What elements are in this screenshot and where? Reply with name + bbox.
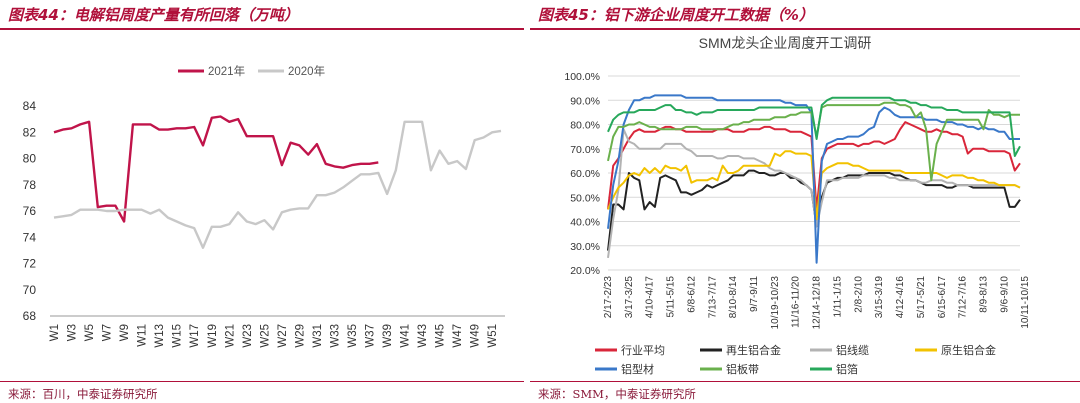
y-tick-label: 70: [23, 283, 37, 297]
x-tick-label: W5: [84, 324, 96, 341]
y-tick-label: 76: [23, 204, 37, 218]
y-tick-label: 82: [23, 125, 37, 139]
x-tick-label: W51: [487, 324, 499, 348]
x-tick-label: W15: [172, 324, 184, 348]
x-tick-label: W13: [154, 324, 166, 348]
x-tick-label: W33: [329, 324, 341, 348]
left-source-note: 来源：百川，中泰证券研究所: [8, 387, 158, 401]
right-source-note: 来源：SMM，中泰证券研究所: [538, 387, 696, 401]
x-tick-label: 3/17-3/25: [624, 276, 635, 319]
y-tick-label: 60.0%: [570, 168, 600, 180]
x-tick-label: 3/15-3/19: [874, 276, 885, 319]
x-tick-label: W31: [312, 324, 324, 348]
x-tick-label: W43: [417, 324, 429, 348]
y-tick-label: 20.0%: [570, 265, 600, 277]
x-tick-label: 9/7-9/11: [749, 276, 760, 312]
x-tick-label: 7/13-7/17: [707, 276, 718, 319]
x-tick-label: 12/14-12/18: [812, 276, 823, 330]
x-tick-label: 8/9-8/13: [978, 276, 989, 313]
legend-label: 铝型材: [621, 362, 654, 376]
right-title-rule: [530, 28, 1080, 30]
legend-label: 再生铝合金: [726, 343, 781, 357]
x-tick-label: W29: [294, 324, 306, 348]
x-tick-label: W35: [347, 324, 359, 348]
x-tick-label: W37: [365, 324, 377, 348]
series-line-secondary: [53, 120, 502, 249]
y-tick-label: 78: [23, 178, 37, 192]
y-tick-label: 80: [23, 152, 37, 166]
x-tick-label: W19: [207, 324, 219, 348]
x-tick-label: W39: [382, 324, 394, 348]
y-tick-label: 84: [23, 99, 37, 113]
legend-label: 铝箔: [836, 362, 858, 376]
x-tick-label: 8/10-8/14: [728, 276, 739, 319]
legend-label: 2020年: [288, 64, 325, 78]
x-tick-label: W1: [49, 324, 61, 341]
y-tick-label: 68: [23, 309, 37, 323]
x-tick-label: W45: [435, 324, 447, 348]
x-tick-label: 2/17-2/23: [603, 276, 614, 319]
x-tick-label: 7/12-7/16: [958, 276, 969, 319]
right-chart-panel: 图表45：铝下游企业周度开工数据（%） SMM龙头企业周度开工调研 20.0% 30…: [530, 0, 1080, 403]
left-chart-panel: 图表44：电解铝周度产量有所回落（万吨） 68 70 72 74 76 78 80 82 84 W…: [0, 0, 524, 403]
x-tick-label: 6/8-6/12: [686, 276, 697, 313]
x-tick-label: W27: [277, 324, 289, 348]
x-tick-label: 5/17-5/21: [916, 276, 927, 319]
x-tick-label: 1/11-1/15: [832, 276, 843, 318]
y-tick-label: 70.0%: [570, 144, 600, 156]
left-line-chart: 68 70 72 74 76 78 80 82 84 W1 W3 W5 W7 W9 W11 W13 W15 W17…: [23, 64, 505, 348]
x-tick-label: W41: [400, 324, 412, 348]
y-tick-label: 74: [23, 230, 37, 244]
y-tick-label: 80.0%: [570, 120, 600, 132]
left-title-rule: [0, 28, 524, 30]
x-tick-label: W3: [67, 324, 79, 341]
left-chart-title: 图表44：电解铝周度产量有所回落（万吨）: [8, 6, 299, 24]
y-tick-label: 50.0%: [570, 192, 600, 204]
x-tick-label: W17: [189, 324, 201, 348]
series-line-primary: [53, 115, 379, 223]
x-tick-label: W7: [102, 324, 114, 341]
x-tick-label: W21: [224, 324, 236, 348]
left-source-rule: [0, 381, 524, 382]
legend-label: 2021年: [208, 64, 245, 78]
y-tick-label: 90.0%: [570, 95, 600, 107]
right-line-chart: SMM龙头企业周度开工调研 20.0% 30.0% 40.0% 50.0% 60.0% 70…: [564, 35, 1031, 376]
x-tick-label: W49: [470, 324, 482, 348]
series-line: [607, 96, 1021, 157]
x-tick-label: 9/6-9/10: [999, 276, 1010, 313]
y-tick-label: 72: [23, 257, 37, 271]
y-tick-label: 40.0%: [570, 217, 600, 229]
x-tick-label: W23: [242, 324, 254, 348]
x-tick-label: 11/16-11/20: [791, 276, 802, 328]
y-tick-label: 30.0%: [570, 241, 600, 253]
legend-label: 原生铝合金: [941, 343, 996, 357]
series-line: [607, 94, 1020, 264]
right-chart-title: 图表45：铝下游企业周度开工数据（%）: [538, 6, 814, 24]
x-tick-label: 4/10-4/17: [645, 276, 656, 319]
x-tick-label: 2/8-2/10: [853, 276, 864, 313]
x-tick-label: 4/12-4/16: [895, 276, 906, 319]
x-tick-label: W9: [119, 324, 131, 341]
x-tick-label: W47: [452, 324, 464, 348]
x-tick-label: W25: [259, 324, 271, 348]
chart-inner-title: SMM龙头企业周度开工调研: [699, 35, 872, 51]
x-tick-label: W11: [137, 324, 149, 347]
x-tick-label: 10/11-10/15: [1020, 276, 1031, 329]
legend-label: 行业平均: [621, 344, 665, 357]
x-tick-label: 5/11-5/15: [666, 276, 677, 318]
x-tick-label: 10/19-10/23: [770, 276, 781, 330]
legend-label: 铝线缆: [836, 343, 869, 357]
right-source-rule: [530, 381, 1080, 382]
x-tick-label: 6/15-6/17: [937, 276, 948, 319]
legend-label: 铝板带: [726, 362, 759, 376]
y-tick-label: 100.0%: [564, 71, 600, 83]
